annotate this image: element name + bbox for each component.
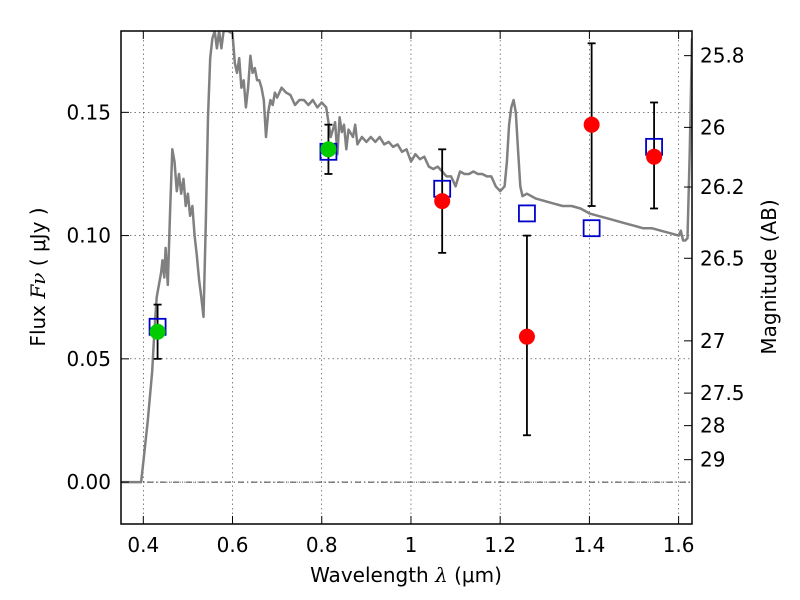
y2-tick-label: 25.8 — [700, 44, 745, 68]
flux-point — [518, 328, 535, 345]
plot-frame — [120, 30, 693, 525]
flux-point — [583, 116, 600, 133]
axes: 0.4 0.6 0.8 1 1.2 1.4 1.6 0.00 0.05 0.10 0.15 25.8 2… — [66, 31, 745, 557]
x-tick-label: 0.8 — [306, 533, 338, 557]
model-square-marker — [582, 219, 601, 238]
flux-point — [434, 193, 451, 210]
y2-tick-label: 27.5 — [700, 381, 745, 405]
y-tick-label: 0.10 — [66, 224, 111, 248]
x-tick-label: 1.4 — [573, 533, 605, 557]
x-tick-label: 1.2 — [484, 533, 516, 557]
y2-tick-label: 28 — [700, 414, 725, 438]
x-tick-label: 1 — [405, 533, 418, 557]
y-tick-label: 0.05 — [66, 347, 111, 371]
y2-tick-label: 27 — [700, 329, 725, 353]
marker-area — [148, 42, 663, 437]
y2-tick-label: 26.2 — [700, 175, 745, 199]
flux-point — [320, 141, 337, 158]
flux-point — [646, 148, 663, 165]
model-square-marker — [518, 204, 536, 223]
x-tick-label: 1.6 — [663, 533, 695, 557]
y2-tick-label: 26 — [700, 115, 725, 139]
y2-tick-label: 29 — [700, 448, 725, 472]
y-tick-label: 0.15 — [66, 100, 111, 124]
y-axis-label: Flux Fν ( μJy ) — [26, 207, 50, 346]
y2-tick-label: 26.5 — [700, 246, 745, 270]
y-tick-label: 0.00 — [66, 470, 111, 494]
plot-background — [121, 31, 692, 524]
data-area — [121, 31, 692, 484]
grid — [121, 31, 692, 524]
y2-axis-label: Magnitude (AB) — [757, 199, 781, 354]
x-tick-label: 0.4 — [127, 533, 159, 557]
flux-point — [149, 323, 166, 340]
x-tick-label: 0.6 — [217, 533, 249, 557]
spectrum-line — [121, 31, 692, 484]
x-axis-label: Wavelength λ (μm) — [310, 563, 502, 587]
